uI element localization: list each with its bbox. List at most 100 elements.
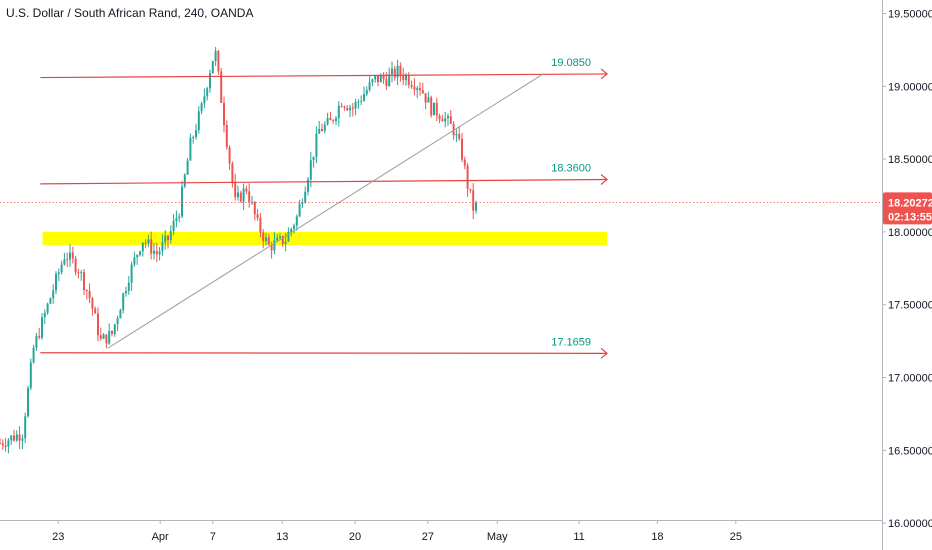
- candle-body: [144, 242, 147, 244]
- candle-body: [46, 303, 49, 313]
- candle-body: [69, 252, 71, 260]
- candle-body: [141, 242, 144, 252]
- candle-body: [49, 298, 52, 304]
- candle-body: [360, 100, 363, 102]
- candle-body: [55, 273, 57, 291]
- candle-body: [253, 202, 256, 215]
- candle-body: [335, 118, 337, 121]
- candle-body: [337, 105, 340, 119]
- candle-body: [217, 50, 220, 72]
- level-line: [40, 352, 608, 354]
- candle-body: [122, 293, 125, 310]
- candle-body: [441, 119, 444, 122]
- candle-body: [273, 240, 276, 251]
- candle-body: [267, 237, 270, 245]
- candle-body: [340, 105, 343, 107]
- candle-body: [80, 272, 83, 274]
- candle-body: [203, 96, 206, 104]
- candle-body: [323, 124, 326, 131]
- candle-body: [416, 88, 419, 90]
- candle-body: [374, 75, 377, 80]
- candle-body: [195, 130, 197, 138]
- candle-body: [242, 188, 245, 202]
- level-line: [40, 73, 608, 79]
- x-tick-label: 27: [422, 531, 434, 543]
- candle-body: [293, 225, 295, 229]
- y-tick-label: 19.00000: [888, 81, 932, 93]
- candle-body: [32, 347, 35, 363]
- candle-body: [326, 117, 329, 125]
- candle-body: [24, 416, 27, 439]
- arrow-head-icon: [600, 174, 608, 185]
- candle-body: [91, 298, 94, 309]
- candle-body: [463, 159, 466, 166]
- last-price-label: 18.20272: [888, 197, 932, 209]
- candle-body: [290, 228, 293, 233]
- y-tick-label: 17.00000: [888, 373, 932, 385]
- candle-body: [354, 101, 357, 109]
- candle-body: [427, 97, 430, 103]
- candle-body: [186, 160, 189, 175]
- candle-body: [189, 137, 192, 161]
- candle-body: [167, 235, 169, 241]
- candle-body: [41, 317, 43, 338]
- candle-body: [178, 216, 181, 219]
- candle-body: [270, 244, 273, 251]
- candle-body: [363, 94, 365, 101]
- candle-body: [211, 61, 214, 74]
- candle-body: [385, 79, 388, 87]
- candle-body: [396, 65, 399, 78]
- candle-body: [153, 250, 155, 254]
- candle-body: [402, 74, 405, 81]
- x-tick-label: May: [487, 531, 508, 543]
- candle-body: [329, 117, 332, 121]
- candle-body: [83, 272, 85, 291]
- y-tick-label: 18.50000: [888, 154, 932, 166]
- candle-body: [245, 188, 248, 192]
- candle-body: [276, 237, 279, 241]
- candle-body: [1, 443, 4, 446]
- candle-body: [379, 75, 382, 83]
- candle-body: [332, 120, 335, 122]
- x-tick-label: 25: [730, 531, 742, 543]
- candle-body: [391, 68, 393, 75]
- candle-body: [52, 290, 55, 299]
- candle-body: [158, 251, 161, 255]
- candle-body: [200, 103, 203, 112]
- y-tick-label: 16.00000: [888, 518, 932, 530]
- candle-body: [307, 179, 309, 192]
- candle-body: [74, 258, 77, 273]
- candle-body: [214, 50, 217, 62]
- candle-body: [419, 88, 421, 91]
- candle-body: [295, 216, 298, 226]
- candle-body: [466, 165, 469, 189]
- candle-body: [43, 312, 46, 318]
- candle-body: [393, 68, 396, 78]
- candle-body: [388, 74, 391, 87]
- candle-body: [472, 190, 475, 211]
- candle-body: [237, 192, 239, 198]
- candle-body: [113, 324, 116, 334]
- candle-body: [10, 435, 13, 441]
- candle-body: [475, 202, 477, 211]
- x-tick-label: 23: [52, 531, 64, 543]
- candle-body: [155, 250, 158, 255]
- candle-body: [94, 308, 97, 314]
- candle-body: [421, 90, 424, 94]
- candle-body: [175, 218, 178, 221]
- level-label: 18.3600: [551, 162, 591, 174]
- candle-body: [279, 235, 281, 238]
- candle-body: [181, 186, 183, 217]
- candle-body: [318, 128, 321, 134]
- arrow-head-icon: [600, 347, 608, 359]
- candle-body: [0, 443, 1, 445]
- candle-body: [382, 75, 385, 80]
- candle-body: [27, 388, 29, 417]
- x-tick-label: 11: [573, 531, 584, 543]
- candle-body: [449, 116, 452, 124]
- candle-body: [368, 82, 371, 90]
- y-tick-label: 19.50000: [888, 9, 932, 21]
- candle-body: [125, 290, 127, 294]
- candle-body: [377, 75, 379, 83]
